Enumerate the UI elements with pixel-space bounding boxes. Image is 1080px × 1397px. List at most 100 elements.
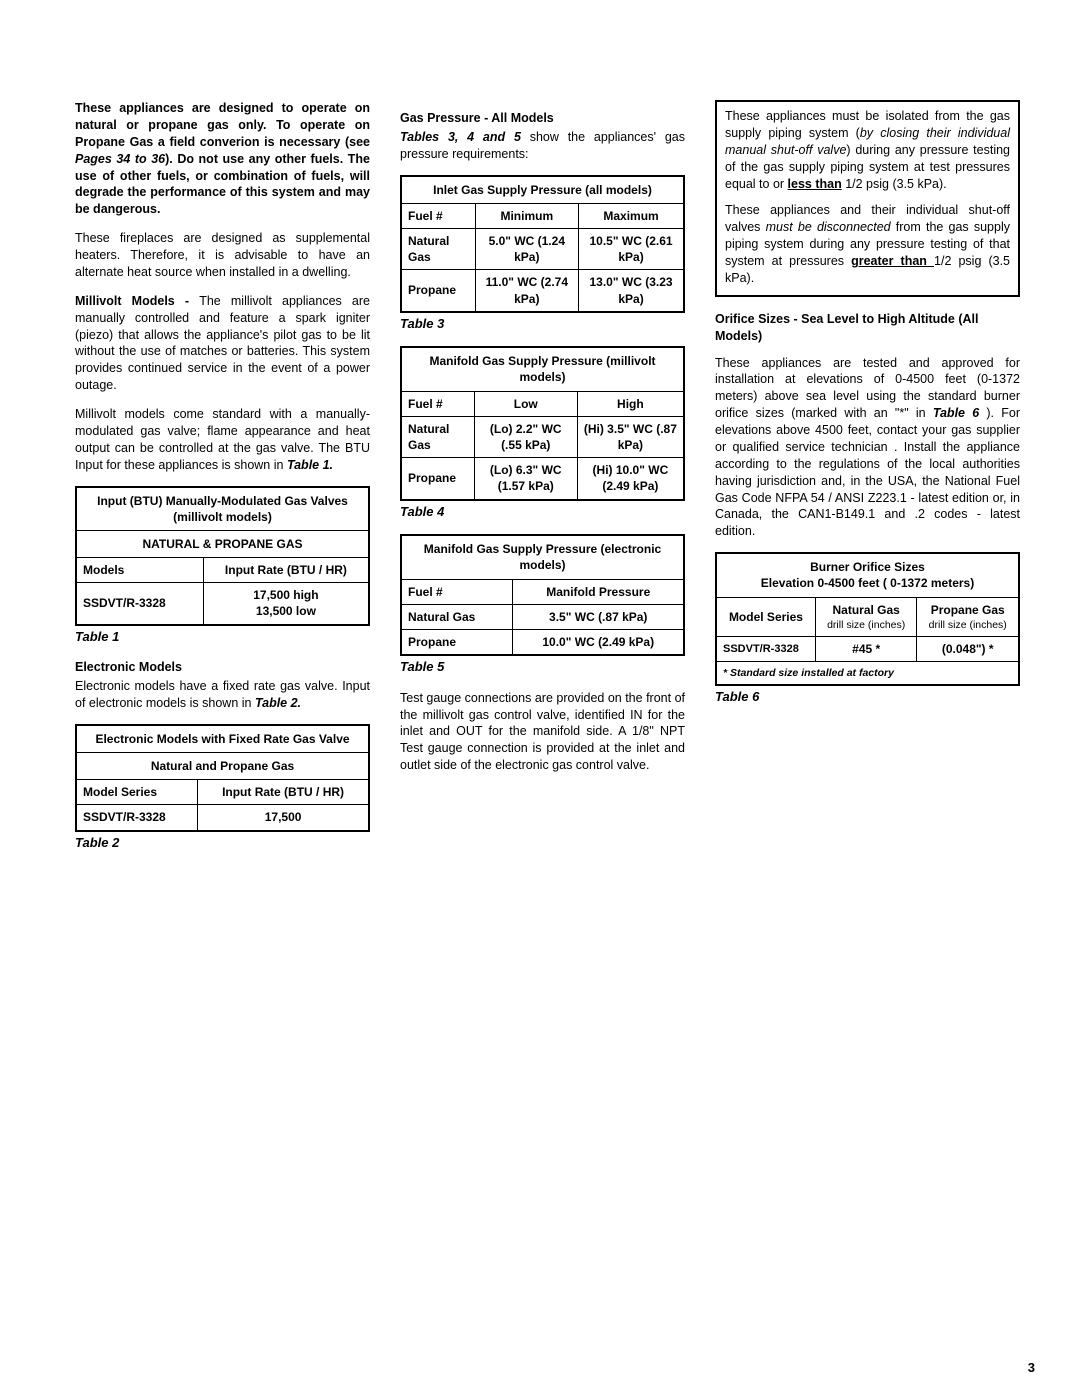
cell: (0.048") *	[917, 636, 1019, 661]
table-caption: Table 3	[400, 315, 685, 333]
col-header: Input Rate (BTU / HR)	[203, 558, 369, 583]
cell: (Lo) 2.2" WC (.55 kPa)	[474, 416, 577, 457]
col-header: Low	[474, 391, 577, 416]
text: ). For elevations above 4500 feet, conta…	[715, 406, 1020, 538]
value: 13,500 low	[210, 603, 362, 619]
paragraph: Tables 3, 4 and 5 show the appliances' g…	[400, 129, 685, 163]
cell: 5.0" WC (1.24 kPa)	[475, 229, 579, 270]
column-3: These appliances must be isolated from t…	[715, 100, 1020, 865]
paragraph: These appliances must be isolated from t…	[725, 108, 1010, 192]
cell: 13.0" WC (3.23 kPa)	[579, 270, 684, 312]
table-reference: Table 2.	[255, 696, 301, 710]
cell: Natural Gas	[401, 604, 513, 629]
header-sub: drill size (inches)	[822, 618, 911, 632]
table-4: Manifold Gas Supply Pressure (millivolt …	[400, 346, 685, 500]
page-number: 3	[1028, 1359, 1035, 1377]
title-line: Elevation 0-4500 feet ( 0-1372 meters)	[721, 575, 1014, 591]
section-heading: Electronic Models	[75, 659, 370, 676]
col-header: High	[577, 391, 684, 416]
col-header: Model Series	[76, 780, 198, 805]
paragraph: These appliances and their individual sh…	[725, 202, 1010, 286]
table-caption: Table 5	[400, 658, 685, 676]
table-reference: Table 1.	[287, 458, 333, 472]
cell: Natural Gas	[401, 416, 474, 457]
col-header: Fuel #	[401, 203, 475, 228]
page-reference: Pages 34 to 36	[75, 152, 165, 166]
table-footnote: * Standard size installed at factory	[716, 662, 1019, 686]
column-2: Gas Pressure - All Models Tables 3, 4 an…	[400, 100, 685, 865]
table-title: Input (BTU) Manually-Modulated Gas Valve…	[76, 487, 369, 531]
text: Electronic models have a fixed rate gas …	[75, 679, 370, 710]
col-header: Fuel #	[401, 391, 474, 416]
cell: Natural Gas	[401, 229, 475, 270]
paragraph: Millivolt Models - The millivolt applian…	[75, 293, 370, 394]
col-header: Input Rate (BTU / HR)	[198, 780, 369, 805]
title-line: Burner Orifice Sizes	[721, 559, 1014, 575]
table-2: Electronic Models with Fixed Rate Gas Va…	[75, 724, 370, 832]
table-subtitle: Natural and Propane Gas	[76, 752, 369, 779]
col-header: Model Series	[716, 597, 815, 636]
boxed-notice: These appliances must be isolated from t…	[715, 100, 1020, 297]
text: 1/2 psig (3.5 kPa).	[842, 177, 947, 191]
header-sub: drill size (inches)	[923, 618, 1012, 632]
cell: 10.0" WC (2.49 kPa)	[513, 629, 684, 655]
table-6: Burner Orifice Sizes Elevation 0-4500 fe…	[715, 552, 1020, 686]
col-header: Maximum	[579, 203, 684, 228]
table-title: Inlet Gas Supply Pressure (all models)	[401, 176, 684, 204]
cell: (Lo) 6.3" WC (1.57 kPa)	[474, 458, 577, 500]
col-header: Manifold Pressure	[513, 579, 684, 604]
italic-text: must be disconnected	[766, 220, 891, 234]
table-title: Burner Orifice Sizes Elevation 0-4500 fe…	[716, 553, 1019, 597]
section-heading: Orifice Sizes - Sea Level to High Altitu…	[715, 311, 1020, 345]
table-caption: Table 1	[75, 628, 370, 646]
col-header: Natural Gas drill size (inches)	[815, 597, 917, 636]
table-caption: Table 6	[715, 688, 1020, 706]
table-subtitle: NATURAL & PROPANE GAS	[76, 530, 369, 557]
paragraph: Millivolt models come standard with a ma…	[75, 406, 370, 474]
paragraph: These fireplaces are designed as supplem…	[75, 230, 370, 281]
text: The millivolt appliances are manually co…	[75, 294, 370, 392]
cell: Propane	[401, 458, 474, 500]
cell: Propane	[401, 629, 513, 655]
paragraph: Electronic models have a fixed rate gas …	[75, 678, 370, 712]
table-title: Electronic Models with Fixed Rate Gas Va…	[76, 725, 369, 753]
header-line: Propane Gas	[923, 602, 1012, 618]
three-column-layout: These appliances are designed to operate…	[75, 100, 1020, 865]
table-title: Manifold Gas Supply Pressure (millivolt …	[401, 347, 684, 391]
col-header: Propane Gas drill size (inches)	[917, 597, 1019, 636]
cell: SSDVT/R-3328	[716, 636, 815, 661]
table-1: Input (BTU) Manually-Modulated Gas Valve…	[75, 486, 370, 626]
col-header: Fuel #	[401, 579, 513, 604]
cell: 10.5" WC (2.61 kPa)	[579, 229, 684, 270]
warning-paragraph: These appliances are designed to operate…	[75, 100, 370, 218]
paragraph: These appliances are tested and approved…	[715, 355, 1020, 541]
cell: 17,500	[198, 805, 369, 831]
table-title: Manifold Gas Supply Pressure (electronic…	[401, 535, 684, 579]
col-header: Minimum	[475, 203, 579, 228]
cell: SSDVT/R-3328	[76, 583, 203, 625]
column-1: These appliances are designed to operate…	[75, 100, 370, 865]
value: 17,500 high	[210, 587, 362, 603]
cell: Propane	[401, 270, 475, 312]
table-3: Inlet Gas Supply Pressure (all models) F…	[400, 175, 685, 313]
table-reference: Table 6	[933, 406, 987, 420]
paragraph: Test gauge connections are provided on t…	[400, 690, 685, 774]
table-caption: Table 2	[75, 834, 370, 852]
cell: SSDVT/R-3328	[76, 805, 198, 831]
cell: 17,500 high 13,500 low	[203, 583, 369, 625]
emphasis: greater than	[851, 254, 934, 268]
col-header: Models	[76, 558, 203, 583]
section-heading: Gas Pressure - All Models	[400, 110, 685, 127]
text: These appliances are designed to operate…	[75, 101, 370, 149]
header-line: Natural Gas	[822, 602, 911, 618]
cell: 3.5" WC (.87 kPa)	[513, 604, 684, 629]
cell: (Hi) 10.0" WC (2.49 kPa)	[577, 458, 684, 500]
table-caption: Table 4	[400, 503, 685, 521]
cell: #45 *	[815, 636, 917, 661]
emphasis: less than	[788, 177, 842, 191]
cell: (Hi) 3.5" WC (.87 kPa)	[577, 416, 684, 457]
cell: 11.0" WC (2.74 kPa)	[475, 270, 579, 312]
table-5: Manifold Gas Supply Pressure (electronic…	[400, 534, 685, 656]
lead-in: Millivolt Models -	[75, 294, 199, 308]
table-reference: Tables 3, 4 and 5	[400, 130, 521, 144]
